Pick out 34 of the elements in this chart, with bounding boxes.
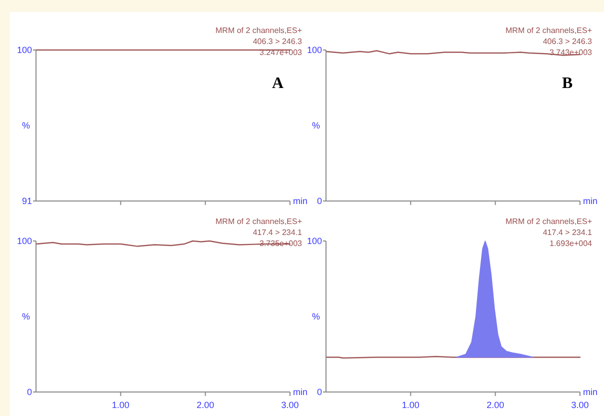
text: 406.3 > 246.3 (252, 37, 303, 46)
text: 406.3 > 246.3 (542, 37, 593, 46)
x-axis-title: min (583, 196, 598, 206)
text: 417.4 > 234.1 (542, 228, 593, 237)
x-axis-title: min (293, 196, 308, 206)
y-axis-title: % (312, 312, 320, 322)
x-axis-title: min (293, 387, 308, 397)
y-axis-title: % (22, 120, 30, 130)
x-tick-label: 1.00 (112, 400, 130, 410)
annotation: B (562, 75, 573, 92)
x-tick-label: 2.00 (486, 400, 504, 410)
y-tick-label: 0 (26, 387, 32, 397)
y-tick-label: 0 (316, 387, 322, 397)
text: 417.4 > 234.1 (252, 228, 303, 237)
annotation: 1.693e+004 (550, 239, 593, 248)
y-axis-title: % (312, 120, 320, 130)
y-tick-label: 100 (306, 45, 322, 55)
text: MRM of 2 channels,ES+ (506, 26, 592, 35)
y-tick-label: 100 (16, 45, 32, 55)
y-tick-label: 100 (306, 236, 322, 246)
y-tick-label: 0 (316, 196, 322, 206)
annotation: A (272, 75, 284, 92)
x-tick-label: 3.00 (571, 400, 589, 410)
y-tick-label: 100 (16, 236, 32, 246)
annotation: 3.247e+003 (260, 48, 303, 57)
x-tick-label: 1.00 (402, 400, 420, 410)
text: MRM of 2 channels,ES+ (216, 217, 302, 226)
y-tick-label: 91 (22, 196, 32, 206)
x-tick-label: 3.00 (281, 400, 299, 410)
text: MRM of 2 channels,ES+ (506, 217, 592, 226)
x-tick-label: 2.00 (196, 400, 214, 410)
y-axis-title: % (22, 312, 30, 322)
text: MRM of 2 channels,ES+ (216, 26, 302, 35)
x-axis-title: min (583, 387, 598, 397)
